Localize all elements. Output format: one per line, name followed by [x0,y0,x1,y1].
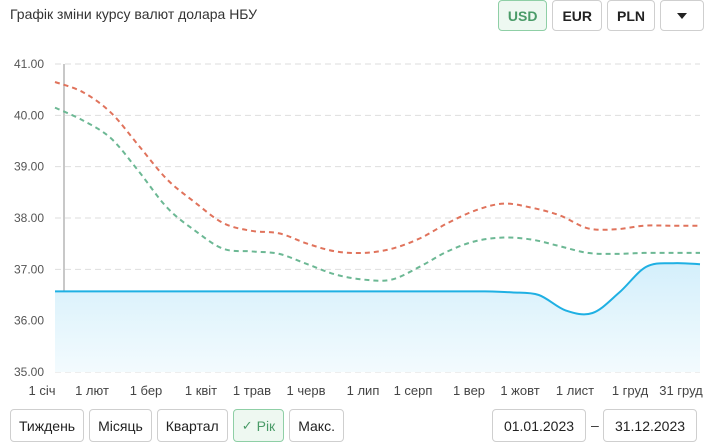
y-tick-label: 39.00 [14,160,44,174]
chevron-down-icon [677,12,687,19]
series-area [55,263,700,372]
pln-button[interactable]: PLN [607,0,655,31]
range-month-button[interactable]: Місяць [89,409,152,442]
chart-title: Графік зміни курсу валют долара НБУ [10,6,258,22]
series-line-0 [54,81,700,255]
x-tick-label: 1 січ [28,383,55,398]
series-line-1 [54,106,700,282]
more-currencies-button[interactable] [660,0,704,31]
range-month-label: Місяць [98,417,143,434]
x-tick-label: 1 бер [130,383,163,398]
x-tick-label: 31 груд [659,383,703,398]
series-line-2 [55,262,701,316]
range-quarter-button[interactable]: Квартал [156,409,228,442]
y-tick-label: 41.00 [14,57,44,71]
y-tick-label: 36.00 [14,314,44,328]
y-tick-label: 37.00 [14,262,44,276]
range-week-label: Тиждень [19,417,76,434]
y-tick-label: 35.00 [14,365,44,379]
x-tick-label: 1 лип [347,383,380,398]
range-week-button[interactable]: Тиждень [10,409,85,442]
currency-selector: USD EUR PLN [497,0,704,31]
y-tick-label: 40.00 [14,108,44,122]
date-from-field[interactable]: 01.01.2023 [492,409,586,442]
x-tick-label: 1 черв [287,383,326,398]
date-separator: – [591,417,599,433]
usd-button[interactable]: USD [497,0,548,31]
range-year-label: Рік [256,417,276,434]
x-tick-label: 1 лют [75,383,109,398]
x-tick-label: 1 лист [556,383,594,398]
date-to-field[interactable]: 31.12.2023 [603,409,697,442]
range-quarter-label: Квартал [165,417,219,434]
x-tick-label: 1 жовт [500,383,539,398]
x-tick-label: 1 квіт [185,383,217,398]
range-max-label: Макс. [298,417,335,434]
x-tick-label: 1 груд [612,383,649,398]
exchange-rate-chart[interactable]: 35.00 36.00 37.00 38.00 39.00 40.00 41.00 1 сі… [0,0,712,400]
x-tick-label: 1 вер [453,383,485,398]
x-tick-label: 1 трав [233,383,271,398]
period-selector: Тиждень Місяць Квартал ✓ Рік Макс. [10,409,344,442]
range-max-button[interactable]: Макс. [289,409,344,442]
y-tick-label: 38.00 [14,211,44,225]
range-year-button[interactable]: ✓ Рік [232,409,285,442]
eur-button[interactable]: EUR [552,0,602,31]
x-tick-label: 1 серп [394,383,433,398]
check-icon: ✓ [241,417,253,433]
